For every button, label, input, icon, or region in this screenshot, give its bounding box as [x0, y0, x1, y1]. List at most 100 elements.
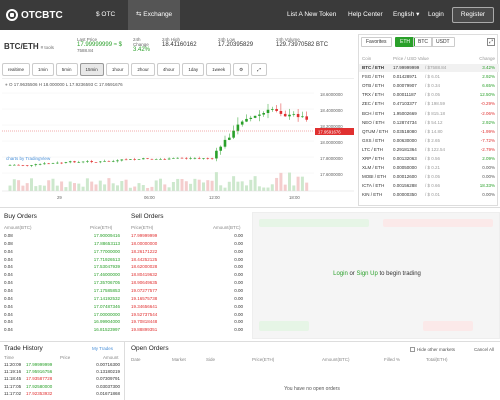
market-row[interactable]: OTB / ETH 0.00079907 / $ 0.34 6.65%: [359, 82, 499, 90]
interval-realtime[interactable]: realtime: [2, 63, 31, 76]
signup-link[interactable]: Sign Up: [356, 271, 378, 277]
market-row[interactable]: GXS / ETH 0.00630000 / $ 2.65 -7.72%: [359, 137, 499, 145]
market-row[interactable]: XLM / ETH 0.00050000 / $ 0.21 0.00%: [359, 164, 499, 172]
buy-order-row[interactable]: 0.04 17.17585853: [4, 288, 120, 295]
candle-body: [279, 110, 283, 114]
nav-list-token[interactable]: List A New Token: [287, 11, 337, 18]
tab-usdt[interactable]: USDT: [431, 37, 455, 47]
tab-eth[interactable]: ETH: [395, 37, 415, 47]
market-row[interactable]: FSG / ETH 0.01428971 / $ 6.01 2.92%: [359, 73, 499, 81]
nav-exchange[interactable]: ⇆ Exchange: [128, 0, 181, 30]
buy-order-row[interactable]: 0.04 17.07487346: [4, 304, 120, 311]
buy-order-row[interactable]: 0.04 17.77000000: [4, 249, 120, 256]
sell-order-row[interactable]: 19.16575738 0.00: [131, 296, 243, 303]
buy-order-row[interactable]: 0.08 17.90009416: [4, 233, 120, 240]
market-row[interactable]: BCH / ETH 1.95002669 / $ 815.18 -2.06%: [359, 110, 499, 118]
market-row[interactable]: TRX / ETH 0.00011187 / $ 0.05 12.50%: [359, 91, 499, 99]
volume-bar: [128, 187, 132, 191]
sell-order-row[interactable]: 19.52737544 0.00: [131, 312, 243, 319]
market-row[interactable]: KIN / ETH 0.00000350 / $ 0.01 0.00%: [359, 191, 499, 199]
hide-other-markets[interactable]: Hide other markets: [410, 347, 455, 352]
interval-1min[interactable]: 1min: [32, 63, 54, 76]
buy-order-row[interactable]: 0.04 17.14192532: [4, 296, 120, 303]
cancel-all-button[interactable]: Cancel All: [474, 347, 495, 352]
trade-price: 17.99999999: [26, 362, 53, 367]
sell-order-row[interactable]: 19.07277577 0.00: [131, 288, 243, 295]
candle-body: [266, 109, 270, 114]
market-usd: / $ 14.80: [425, 128, 443, 134]
sell-order-row[interactable]: 18.80419632 0.00: [131, 272, 243, 279]
volume-bar: [30, 178, 33, 191]
login-link[interactable]: Login: [333, 271, 348, 277]
open-orders-col: Market: [172, 357, 186, 362]
settings-icon[interactable]: ⚙: [233, 63, 250, 76]
volume-bar: [210, 180, 214, 191]
market-row[interactable]: XRP / ETH 0.00132063 / $ 0.56 2.09%: [359, 155, 499, 163]
sell-order-row[interactable]: 19.70818448 0.00: [131, 319, 243, 326]
checkbox-icon[interactable]: [410, 347, 415, 352]
interval-4hour[interactable]: 4hour: [156, 63, 181, 76]
market-row[interactable]: QTUM / ETH 0.03518080 / $ 14.80 -1.99%: [359, 128, 499, 136]
tab-btc[interactable]: BTC: [413, 37, 433, 47]
sell-order-row[interactable]: 18.00000000 0.00: [131, 241, 243, 248]
nav-otc[interactable]: $ OTC: [88, 0, 123, 30]
market-coin: LTC / ETH: [362, 146, 383, 152]
market-row[interactable]: ZEC / ETH 0.47103377 / $ 198.59 -0.29%: [359, 100, 499, 108]
volume-bar: [17, 180, 21, 191]
sell-amount: 0.00: [234, 311, 243, 317]
market-usd: / $ 0.05: [425, 92, 441, 98]
market-row[interactable]: NEO / ETH 0.12874734 / $ 54.12 2.92%: [359, 119, 499, 127]
interval-2hour[interactable]: 2hour: [131, 63, 155, 76]
top-nav: OTCBTC $ OTC ⇆ Exchange List A New Token…: [0, 0, 500, 30]
trade-price: 17.93587728: [26, 376, 53, 382]
nav-language[interactable]: English ▾: [393, 0, 419, 30]
market-coin: ICTA / ETH: [362, 183, 385, 189]
market-price: 0.47103377: [393, 101, 417, 107]
buy-order-row[interactable]: 0.04 16.99904000: [4, 319, 120, 326]
interval-5min[interactable]: 5min: [55, 63, 78, 76]
sell-order-row[interactable]: 19.88899351 0.00: [131, 327, 243, 334]
fullscreen-icon[interactable]: ⤢: [251, 63, 267, 76]
tab-favorites[interactable]: Favorites: [361, 37, 392, 47]
candle-body: [275, 108, 278, 111]
market-row[interactable]: BTC / ETH 17.99999999 / $7588.84 3.42%: [359, 64, 499, 72]
y-tick: 17.8000000: [320, 156, 343, 161]
market-row[interactable]: ICTA / ETH 0.00156288 / $ 0.66 18.33%: [359, 182, 499, 190]
interval-1week[interactable]: 1week: [206, 63, 232, 76]
market-change: 0.00%: [482, 192, 495, 198]
interval-15min[interactable]: 15min: [79, 63, 104, 76]
nav-help-center[interactable]: Help Center: [348, 11, 383, 18]
buy-order-row[interactable]: 0.08 17.88653113: [4, 241, 120, 248]
sell-order-row[interactable]: 17.99999999 0.00: [131, 233, 243, 240]
logo[interactable]: OTCBTC: [6, 9, 63, 21]
candle-body: [25, 165, 29, 166]
buy-order-row[interactable]: 0.04 17.00000000: [4, 312, 120, 319]
expand-icon[interactable]: ⤢: [487, 38, 495, 46]
change-block: 24h Change 3.42%: [133, 37, 153, 53]
buy-amount: 0.04: [4, 272, 13, 278]
candle-body: [301, 116, 304, 118]
market-col-price: Price / USD Value: [393, 56, 429, 61]
buy-order-row[interactable]: 0.04 17.35706705: [4, 280, 120, 287]
interval-1hour[interactable]: 1hour: [105, 63, 130, 76]
market-row[interactable]: LTC / ETH 0.29181364 / $ 122.54 -2.79%: [359, 146, 499, 154]
sell-order-row[interactable]: 19.34656641 0.00: [131, 304, 243, 311]
price-chart[interactable]: ● O 17.9635506 H 18.000000 L 17.9236593 …: [2, 78, 354, 204]
sell-order-row[interactable]: 18.26171222 0.00: [131, 249, 243, 256]
volume-bar: [64, 187, 68, 191]
buy-order-row[interactable]: 0.04 17.71926513: [4, 257, 120, 264]
register-button[interactable]: Register: [452, 7, 494, 23]
buy-order-row[interactable]: 0.04 16.81523997: [4, 327, 120, 334]
sell-order-row[interactable]: 18.44252125 0.00: [131, 257, 243, 264]
market-coin: OTB / ETH: [362, 83, 385, 89]
candle-body: [249, 117, 253, 119]
interval-1day[interactable]: 1day: [182, 63, 205, 76]
my-trades-link[interactable]: My Trades: [92, 346, 114, 351]
pair-tools[interactable]: # tools: [40, 45, 54, 50]
market-row[interactable]: MOBI / ETH 0.00012600 / $ 0.05 0.00%: [359, 173, 499, 181]
buy-order-row[interactable]: 0.04 17.53047939: [4, 264, 120, 271]
sell-order-row[interactable]: 18.90649635 0.00: [131, 280, 243, 287]
buy-order-row[interactable]: 0.04 17.46000000: [4, 272, 120, 279]
nav-login[interactable]: Login: [428, 11, 444, 18]
sell-order-row[interactable]: 18.62000028 0.00: [131, 264, 243, 271]
